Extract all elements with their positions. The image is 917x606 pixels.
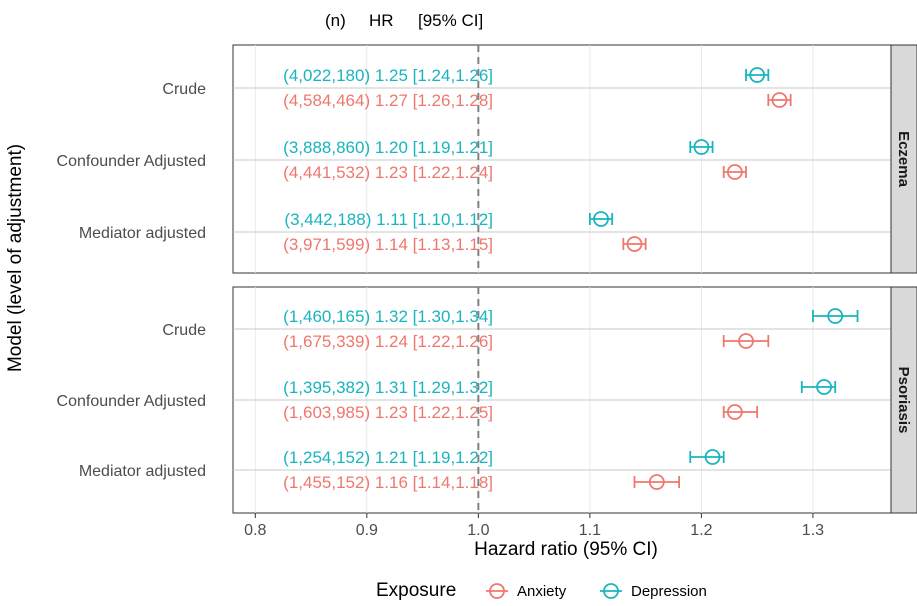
facet-strip [890,44,917,274]
point-depression [689,139,714,155]
row-annotation: (1,460,165) 1.32 [1.30,1.34] [283,307,493,326]
legend-key-circle [489,583,505,599]
header-n: (n) [325,11,346,30]
x-tick-label: 1.2 [690,522,712,539]
header-hr: HR [369,11,394,30]
hr-point [827,308,844,324]
row-annotation: (4,022,180) 1.25 [1.24,1.26] [283,66,493,85]
point-depression [812,308,859,324]
point-anxiety [722,164,747,180]
x-tick-label: 1.1 [579,522,601,539]
hr-point [626,236,643,252]
legend-key-circle [603,583,619,599]
x-tick-label: 1.3 [802,522,824,539]
row-annotation: (1,603,985) 1.23 [1.22,1.25] [283,403,493,422]
row-annotation: (3,888,860) 1.20 [1.19,1.21] [283,138,493,157]
facet-strip [890,286,917,514]
x-axis-title: Hazard ratio (95% CI) [474,539,658,560]
hr-point [593,211,609,227]
legend-entry-anxiety: Anxiety [486,583,567,600]
legend-label: Depression [631,583,707,600]
row-annotation: (4,441,532) 1.23 [1.22,1.24] [283,163,493,182]
point-depression [588,211,614,227]
row-annotation: (3,442,188) 1.11 [1.10,1.12] [284,210,493,229]
legend-title: Exposure [376,580,456,601]
point-anxiety [767,92,792,108]
facet-panel-psoriasis: Crude Confounder Adjusted Mediator adjuste… [57,286,917,514]
header-ci: [95% CI] [418,11,483,30]
point-anxiety [722,404,759,420]
y-tick-label: Mediator adjusted [79,225,206,242]
hr-point [704,449,721,465]
row-annotation: (1,675,339) 1.24 [1.22,1.26] [283,332,493,351]
y-axis-title: Model (level of adjustment) [5,144,26,372]
hr-point [648,474,665,490]
y-tick-label: Crude [162,322,206,339]
row-annotation: (1,395,382) 1.31 [1.29,1.32] [283,378,493,397]
point-depression [745,67,770,83]
panel-border [232,44,892,274]
row-annotation: (4,584,464) 1.27 [1.26,1.28] [283,91,493,110]
point-anxiety [722,333,770,349]
hr-point [693,139,710,155]
facet-strip-label: Psoriasis [895,367,912,434]
x-tick-label: 1.0 [467,522,489,539]
point-depression [800,379,837,395]
hr-point [726,404,743,420]
facet-strip-label: Eczema [895,131,912,188]
hr-point [738,333,754,349]
x-tick-label: 0.8 [244,522,266,539]
row-annotation: (3,971,599) 1.14 [1.13,1.15] [283,235,493,254]
hr-point [771,92,788,108]
y-tick-label: Mediator adjusted [79,463,206,480]
x-axis: 0.8 0.9 1.0 1.1 1.2 1.3 [244,513,824,539]
legend-label: Anxiety [517,583,567,600]
legend-entry-depression: Depression [600,583,707,600]
row-annotation: (1,254,152) 1.21 [1.19,1.22] [283,448,493,467]
hr-point [749,67,766,83]
hr-point [726,164,743,180]
y-tick-label: Confounder Adjusted [57,393,206,410]
x-tick-label: 0.9 [356,522,378,539]
point-depression [689,449,725,465]
y-tick-label: Confounder Adjusted [57,153,206,170]
point-anxiety [622,236,647,252]
point-anxiety [633,474,681,490]
row-annotation: (1,455,152) 1.16 [1.14,1.18] [283,473,493,492]
hr-point [816,379,832,395]
facet-panel-eczema: Crude Confounder Adjusted Mediator adjuste… [57,44,917,274]
facet-panels: Crude Confounder Adjusted Mediator adjuste… [57,44,917,514]
legend: Exposure Anxiety Depression [376,580,707,601]
y-tick-label: Crude [162,81,206,98]
